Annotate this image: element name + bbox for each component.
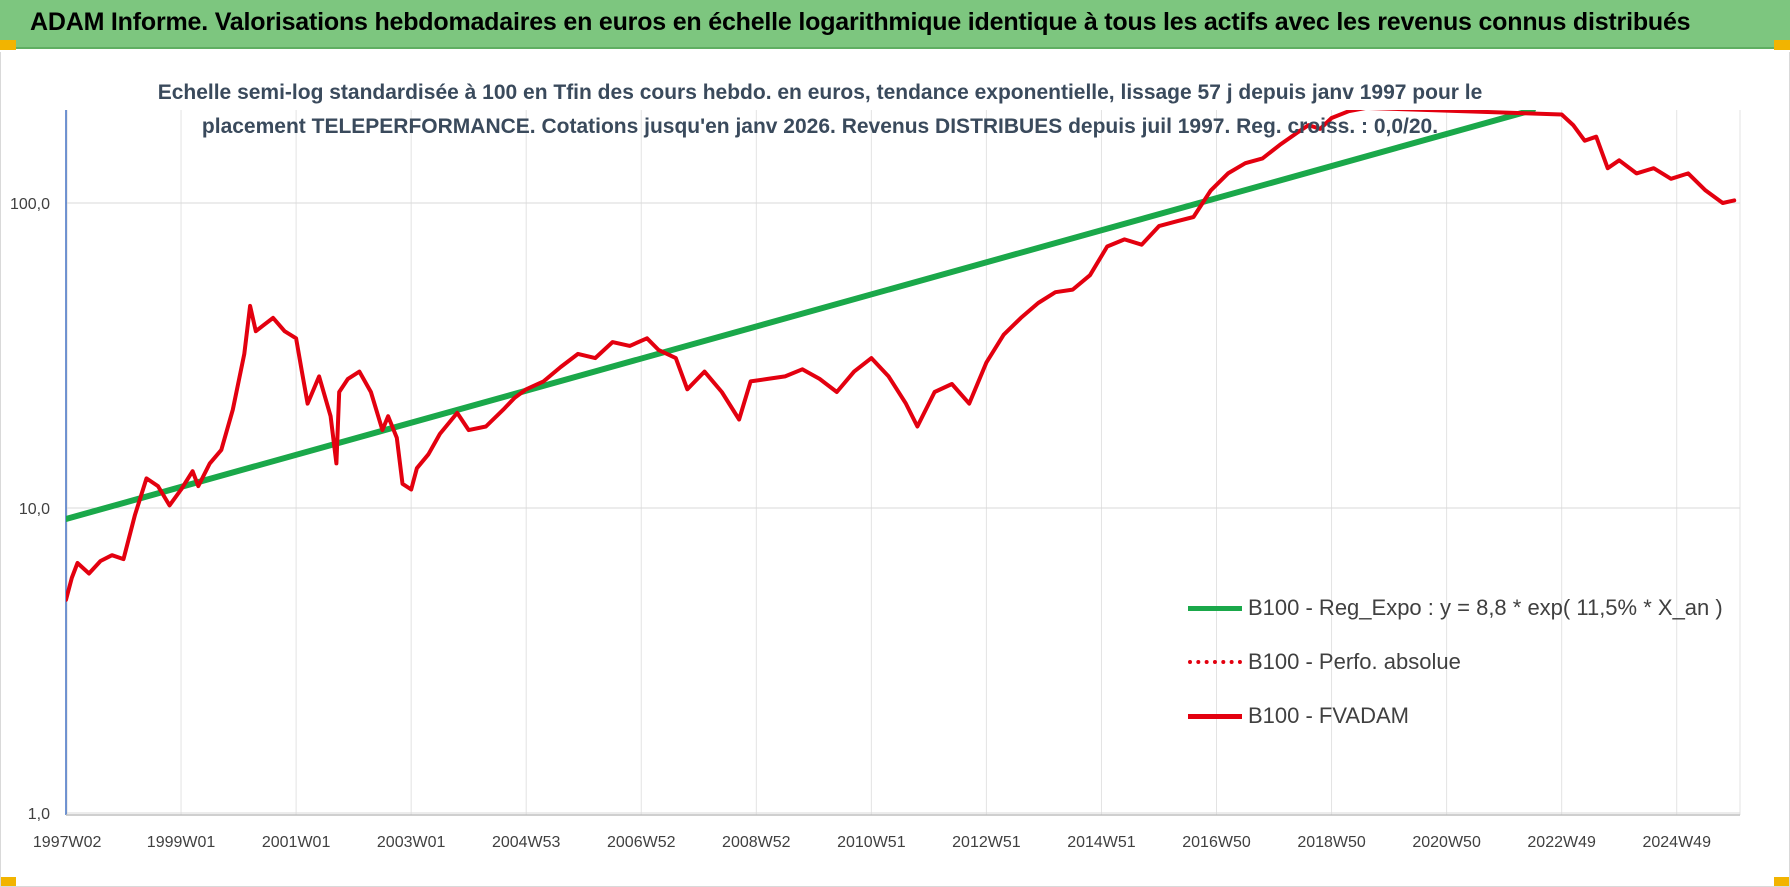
x-tick-label: 1997W02 xyxy=(33,834,102,851)
legend-swatch xyxy=(1188,605,1242,611)
x-tick-label: 2001W01 xyxy=(262,834,331,851)
x-tick-label: 2016W50 xyxy=(1182,834,1251,851)
fvadam-series-line xyxy=(66,110,1737,602)
legend-item: B100 - Perfo. absolue xyxy=(1188,642,1461,682)
x-tick-label: 2006W52 xyxy=(607,834,676,851)
legend-item: B100 - Reg_Expo : y = 8,8 * exp( 11,5% *… xyxy=(1188,588,1723,628)
corner-marker-right xyxy=(1774,40,1790,50)
x-tick-label: 2004W53 xyxy=(492,834,561,851)
grid-layer xyxy=(66,110,1741,815)
x-tick-label: 2008W52 xyxy=(722,834,791,851)
x-tick-label: 2010W51 xyxy=(837,834,906,851)
x-tick-label: 1999W01 xyxy=(147,834,216,851)
y-tick-label: 10,0 xyxy=(19,501,50,518)
regression-trend-line xyxy=(66,110,1536,522)
legend-item: B100 - FVADAM xyxy=(1188,696,1409,736)
corner-marker-left xyxy=(0,40,16,50)
axis-layer xyxy=(65,110,1740,816)
series-layer xyxy=(66,110,1737,602)
corner-marker-bottom-left xyxy=(0,877,16,887)
corner-marker-bottom-right xyxy=(1774,877,1790,887)
chart-subtitle: Echelle semi-log standardisée à 100 en T… xyxy=(157,81,1483,138)
x-tick-label: 2020W50 xyxy=(1412,834,1481,851)
legend-label: B100 - FVADAM xyxy=(1248,703,1409,728)
header-banner: ADAM Informe. Valorisations hebdomadaire… xyxy=(0,0,1790,49)
x-tick-label: 2022W49 xyxy=(1527,834,1596,851)
legend-swatch xyxy=(1188,660,1242,664)
tick-layer: 1997W02 1999W01 2001W01 2003W01 2004W53 2006W… xyxy=(10,196,1711,851)
x-tick-label: 2014W51 xyxy=(1067,834,1136,851)
x-tick-label: 2003W01 xyxy=(377,834,446,851)
legend-swatch xyxy=(1188,713,1242,719)
x-tick-label: 2024W49 xyxy=(1642,834,1711,851)
x-tick-label: 2012W51 xyxy=(952,834,1021,851)
y-tick-label: 100,0 xyxy=(10,196,50,213)
legend-label: B100 - Perfo. absolue xyxy=(1248,649,1461,674)
y-tick-label: 1,0 xyxy=(28,806,50,823)
x-tick-label: 2018W50 xyxy=(1297,834,1366,851)
page-title: ADAM Informe. Valorisations hebdomadaire… xyxy=(30,8,1691,36)
legend-label: B100 - Reg_Expo : y = 8,8 * exp( 11,5% *… xyxy=(1248,595,1723,620)
